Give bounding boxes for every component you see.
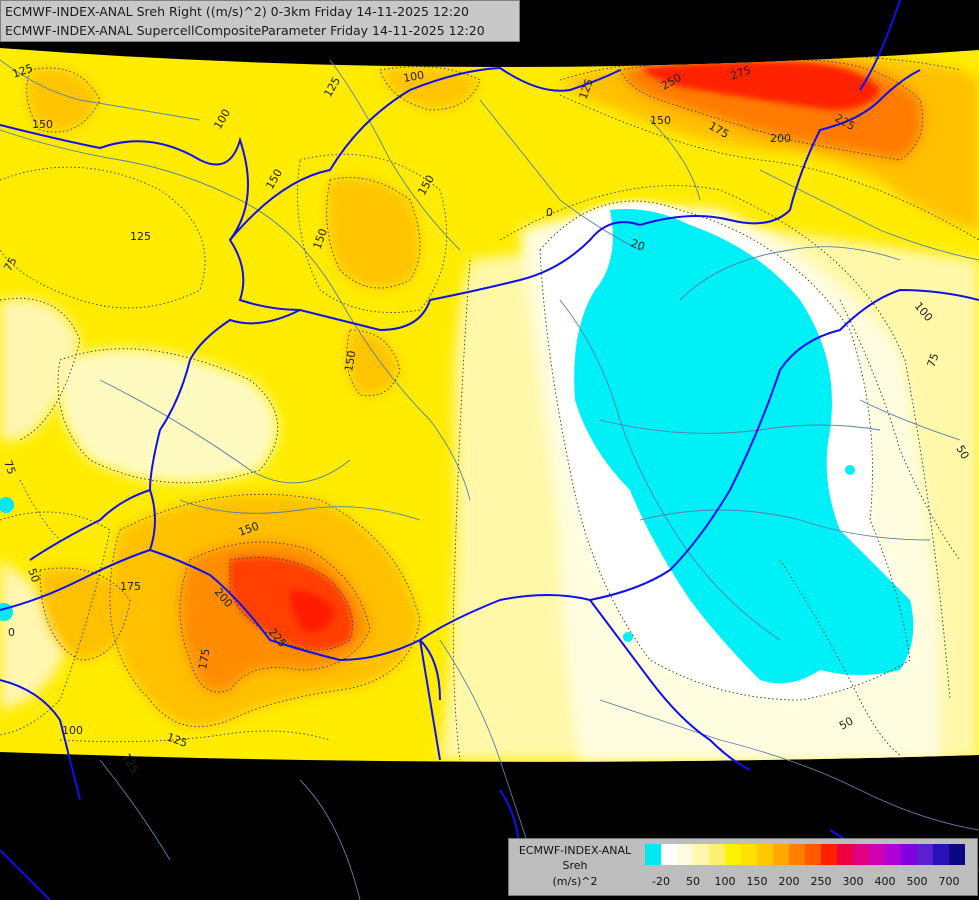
contour-label: 50 xyxy=(953,443,971,462)
contour-label: 0 xyxy=(546,206,553,219)
legend-swatch xyxy=(661,844,677,865)
contour-label: 100 xyxy=(62,724,83,737)
legend-tick-label: -20 xyxy=(652,875,670,888)
legend-swatch xyxy=(853,844,869,865)
contour-label: 50 xyxy=(837,714,856,732)
contour-label: 50 xyxy=(25,567,42,585)
legend-tick-label: 300 xyxy=(842,875,864,888)
legend-swatch xyxy=(725,844,741,865)
legend-tick-label: 200 xyxy=(778,875,800,888)
legend-swatch xyxy=(837,844,853,865)
legend-swatch xyxy=(789,844,805,865)
legend-swatch xyxy=(677,844,693,865)
map-title-line-1: ECMWF-INDEX-ANAL Sreh Right ((m/s)^2) 0-… xyxy=(5,4,469,19)
legend-parameter: Sreh xyxy=(562,859,588,872)
legend-tick-label: 500 xyxy=(906,875,928,888)
legend-tick-label: 700 xyxy=(938,875,960,888)
legend-swatch xyxy=(933,844,949,865)
map-title-line-2: ECMWF-INDEX-ANAL SupercellCompositeParam… xyxy=(5,23,485,38)
contour-label: 150 xyxy=(32,118,53,131)
contour-label: 75 xyxy=(925,351,942,369)
rivers xyxy=(0,59,979,900)
map-header: ECMWF-INDEX-ANAL Sreh Right ((m/s)^2) 0-… xyxy=(0,0,520,42)
contour-label: 200 xyxy=(770,132,791,145)
color-legend: ECMWF-INDEX-ANAL Sreh (m/s)^2 -20 50 100 15… xyxy=(508,838,978,896)
contour-label: 0 xyxy=(8,626,15,639)
contour-label: 175 xyxy=(120,580,141,593)
legend-tick-label: 100 xyxy=(714,875,736,888)
legend-swatch xyxy=(869,844,885,865)
contour-label: 75 xyxy=(1,255,19,274)
contour-label: 20 xyxy=(629,237,647,254)
legend-tick-label: 50 xyxy=(686,875,700,888)
legend-swatch xyxy=(773,844,789,865)
contour-label: 150 xyxy=(342,350,358,373)
legend-swatch xyxy=(821,844,837,865)
legend-swatch xyxy=(901,844,917,865)
legend-swatch xyxy=(885,844,901,865)
contour-label: 175 xyxy=(196,648,212,671)
legend-swatch xyxy=(741,844,757,865)
legend-swatch xyxy=(709,844,725,865)
legend-swatch xyxy=(757,844,773,865)
legend-tick-label: 400 xyxy=(874,875,896,888)
legend-swatch xyxy=(693,844,709,865)
contour-label: 150 xyxy=(650,114,671,127)
sreh-field xyxy=(0,48,979,762)
contour-label: 100 xyxy=(402,69,425,85)
legend-swatch xyxy=(645,844,661,865)
contour-lines xyxy=(0,56,979,761)
legend-tick-label: 250 xyxy=(810,875,832,888)
legend-swatch xyxy=(949,844,965,865)
legend-swatch xyxy=(917,844,933,865)
legend-model: ECMWF-INDEX-ANAL xyxy=(518,844,632,857)
legend-unit: (m/s)^2 xyxy=(552,875,598,888)
legend-tick-label: 150 xyxy=(746,875,768,888)
contour-label: 75 xyxy=(1,459,18,477)
legend-swatch xyxy=(805,844,821,865)
contour-label: 125 xyxy=(130,230,151,243)
